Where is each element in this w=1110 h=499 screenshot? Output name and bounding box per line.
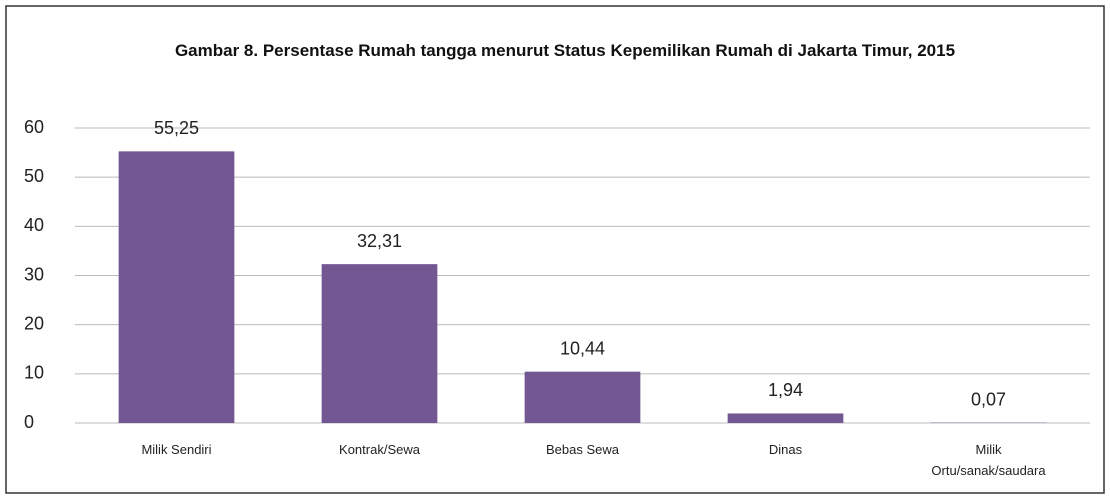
value-label: 32,31 — [357, 231, 402, 251]
value-label: 10,44 — [560, 338, 605, 358]
bar — [118, 151, 235, 423]
bar — [524, 371, 641, 423]
y-tick-label: 0 — [24, 412, 34, 432]
y-tick-label: 60 — [24, 117, 44, 137]
x-tick-label: Milik Ortu/sanak/saudara — [931, 442, 1046, 478]
y-tick-label: 30 — [24, 264, 44, 284]
y-tick-label: 20 — [24, 313, 44, 333]
y-tick-label: 50 — [24, 166, 44, 186]
bar — [727, 413, 844, 423]
x-tick-label: Dinas — [768, 442, 803, 457]
value-label: 1,94 — [768, 380, 803, 400]
y-tick-label: 40 — [24, 215, 44, 235]
bar — [321, 264, 438, 423]
chart-title: Gambar 8. Persentase Rumah tangga menuru… — [174, 41, 956, 60]
y-tick-label: 10 — [24, 363, 44, 383]
x-tick-label: Bebas Sewa — [546, 442, 619, 457]
value-label: 0,07 — [971, 389, 1006, 409]
value-label: 55,25 — [154, 118, 199, 138]
x-tick-label: Milik Sendiri — [141, 442, 212, 457]
x-tick-label: Kontrak/Sewa — [339, 442, 420, 457]
